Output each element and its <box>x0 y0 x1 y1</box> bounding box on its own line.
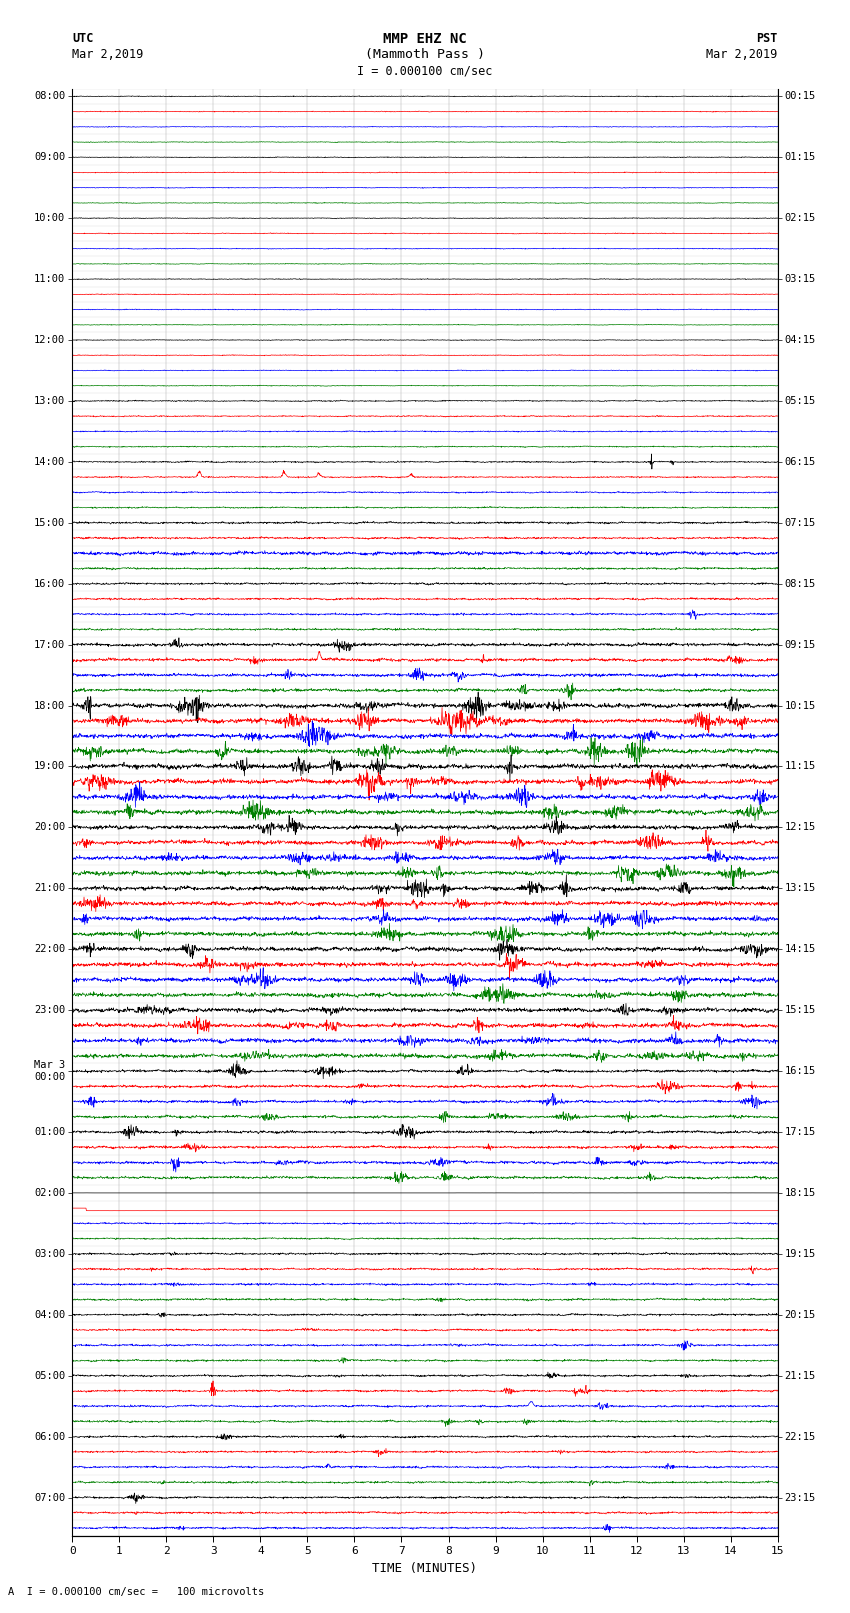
X-axis label: TIME (MINUTES): TIME (MINUTES) <box>372 1561 478 1574</box>
Text: A  I = 0.000100 cm/sec =   100 microvolts: A I = 0.000100 cm/sec = 100 microvolts <box>8 1587 264 1597</box>
Text: MMP EHZ NC: MMP EHZ NC <box>383 32 467 47</box>
Text: Mar 2,2019: Mar 2,2019 <box>706 48 778 61</box>
Text: PST: PST <box>756 32 778 45</box>
Text: I = 0.000100 cm/sec: I = 0.000100 cm/sec <box>357 65 493 77</box>
Text: (Mammoth Pass ): (Mammoth Pass ) <box>365 48 485 61</box>
Text: UTC: UTC <box>72 32 94 45</box>
Text: Mar 2,2019: Mar 2,2019 <box>72 48 144 61</box>
